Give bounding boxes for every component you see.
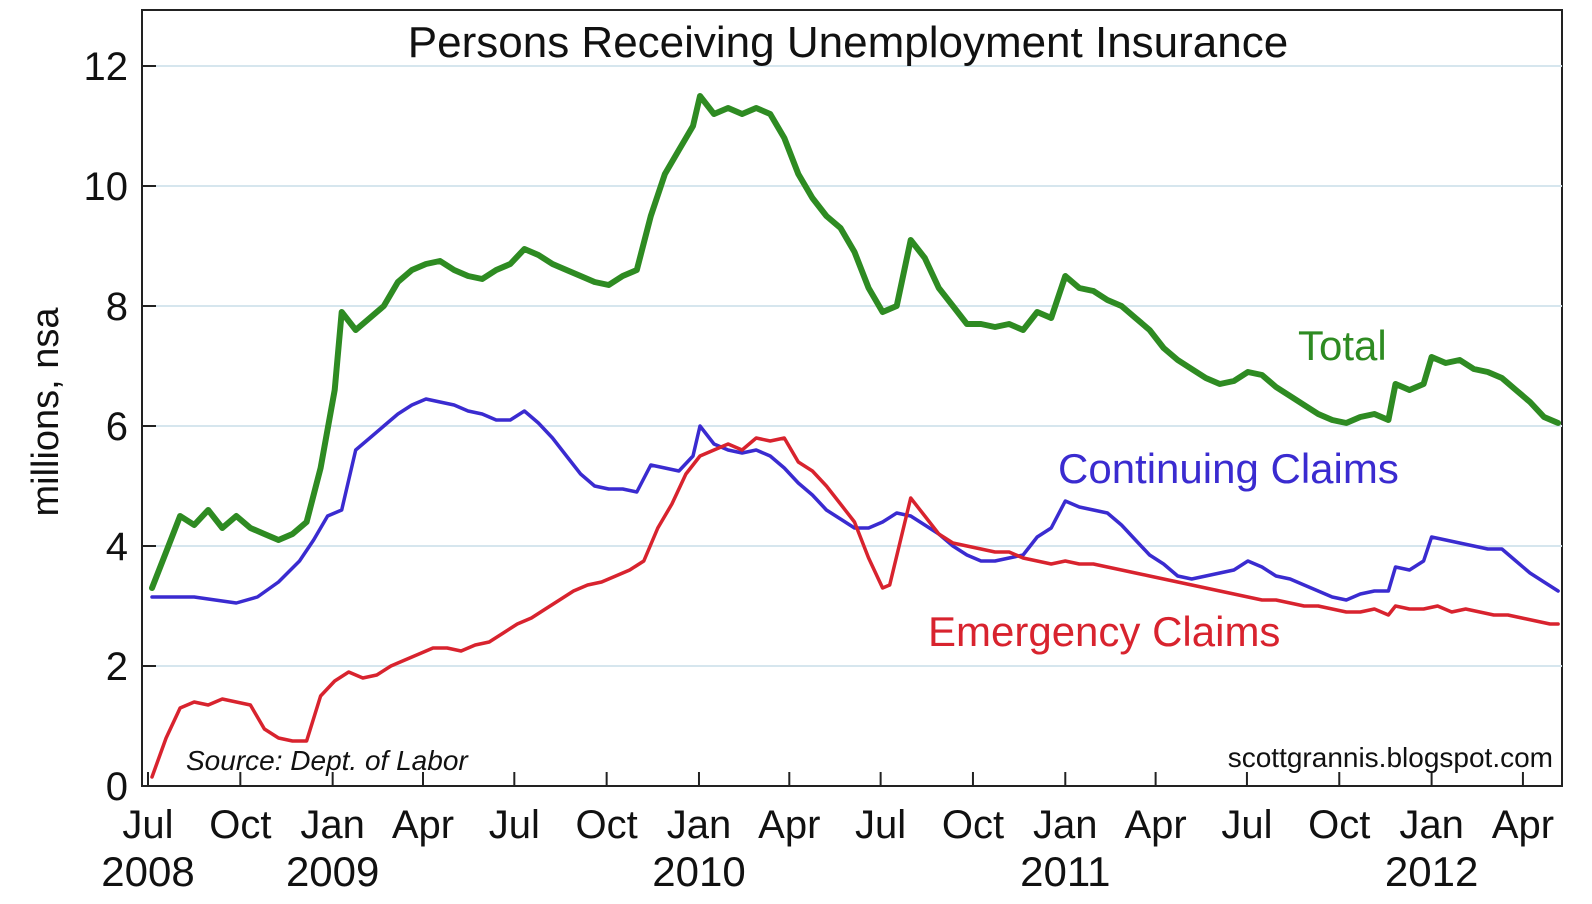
y-tick-label: 0 [106, 765, 128, 809]
y-tick-label: 12 [84, 45, 129, 89]
y-axis-label: millions, nsa [25, 307, 67, 517]
y-tick-label: 10 [84, 165, 129, 209]
x-tick-label: Jan [667, 803, 732, 847]
x-tick-label: Oct [942, 803, 1004, 847]
x-tick-label: Oct [209, 803, 271, 847]
x-tick-label: Apr [392, 803, 454, 847]
x-year-label: 2012 [1385, 848, 1478, 895]
series-label-total: Total [1298, 322, 1387, 369]
y-tick-label: 6 [106, 405, 128, 449]
x-tick-label: Jan [300, 803, 365, 847]
x-year-label: 2010 [652, 848, 745, 895]
x-tick-label: Oct [1308, 803, 1370, 847]
series-line-total [149, 93, 1562, 591]
x-year-label: 2009 [286, 848, 379, 895]
series-line-emergency-claims [150, 436, 1560, 779]
x-year-label: 2011 [1020, 848, 1110, 895]
series-label-continuing-claims: Continuing Claims [1058, 445, 1399, 492]
series-line-continuing-claims [150, 397, 1560, 605]
chart-title: Persons Receiving Unemployment Insurance [408, 18, 1288, 67]
y-tick-label: 2 [106, 645, 128, 689]
y-tick-label: 4 [106, 525, 128, 569]
x-tick-label: Jul [1221, 803, 1272, 847]
y-axis: 0 2 4 6 8 10 12 [84, 45, 156, 809]
gridlines [142, 65, 1562, 667]
x-tick-label: Jan [1399, 803, 1464, 847]
x-tick-label: Apr [758, 803, 820, 847]
y-tick-label: 8 [106, 285, 128, 329]
x-tick-label: Jan [1033, 803, 1098, 847]
x-year-label: 2008 [101, 848, 194, 895]
x-tick-label: Apr [1492, 803, 1554, 847]
series-lines [149, 93, 1562, 779]
x-axis: Jul Oct Jan Apr Jul Oct Jan Apr Jul Oct Jan Apr Jul O… [101, 772, 1554, 895]
series-label-emergency-claims: Emergency Claims [928, 608, 1280, 655]
source-note: Source: Dept. of Labor [186, 745, 469, 776]
x-tick-label: Apr [1124, 803, 1186, 847]
site-credit: scottgrannis.blogspot.com [1228, 742, 1553, 773]
x-tick-label: Jul [855, 803, 906, 847]
x-tick-label: Jul [489, 803, 540, 847]
plot-area [141, 9, 1563, 787]
x-tick-label: Jul [122, 803, 173, 847]
x-tick-label: Oct [576, 803, 638, 847]
